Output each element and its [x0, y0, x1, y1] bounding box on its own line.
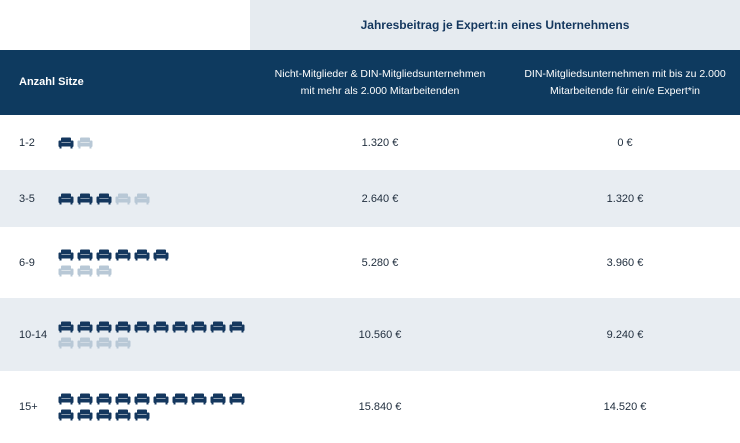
seats-range: 10-14 — [19, 328, 48, 341]
header-non-members-line-2: mit mehr als 2.000 Mitarbeitenden — [300, 84, 460, 97]
header-non-members: Nicht-Mitglieder & DIN-Mitgliedsunterneh… — [250, 66, 510, 100]
armchair-icon — [115, 193, 131, 204]
armchair-icon — [58, 337, 74, 348]
armchair-icon — [210, 393, 226, 405]
seat-icon-line — [58, 265, 250, 277]
header-non-members-line-1: Nicht-Mitglieder & DIN-Mitgliedsunterneh… — [274, 67, 486, 80]
armchair-icon — [77, 249, 93, 260]
armchair-icon — [172, 321, 188, 332]
armchair-icon — [134, 193, 150, 204]
table-row: 6-9 5.280 € 3.960 € — [0, 227, 740, 298]
armchair-icon — [115, 249, 131, 260]
seat-icon-line — [58, 337, 250, 349]
seats-range: 15+ — [19, 401, 38, 413]
armchair-icon — [229, 321, 245, 332]
price-non-members: 2.640 € — [361, 192, 399, 205]
armchair-icon — [58, 393, 74, 405]
price-small-members: 3.960 € — [606, 256, 644, 269]
armchair-icon — [96, 393, 112, 405]
seat-icons — [58, 321, 250, 349]
header-seats: Anzahl Sitze — [19, 76, 84, 88]
armchair-icon — [58, 249, 74, 260]
armchair-icon — [96, 193, 112, 204]
armchair-icon — [115, 321, 131, 332]
price-small-members: 14.520 € — [603, 401, 647, 413]
seat-icons — [58, 137, 250, 149]
price-non-members: 10.560 € — [358, 328, 402, 341]
price-small-members: 1.320 € — [606, 192, 644, 205]
table-row: 15+ 15.840 € 14.520 € — [0, 371, 740, 443]
seats-range: 1-2 — [19, 136, 35, 149]
table-row: 1-2 1.320 € 0 € — [0, 115, 740, 170]
armchair-icon — [96, 409, 112, 421]
seat-icon-line — [58, 193, 250, 205]
seat-icon-line — [58, 409, 250, 421]
armchair-icon — [153, 321, 169, 332]
table-header-row: Anzahl Sitze Nicht-Mitglieder & DIN-Mitg… — [0, 50, 740, 115]
seat-icons — [58, 249, 250, 277]
armchair-icon — [77, 265, 93, 276]
armchair-icon — [134, 321, 150, 332]
armchair-icon — [229, 393, 245, 405]
price-non-members: 1.320 € — [361, 136, 399, 149]
super-header-title: Jahresbeitrag je Expert:in eines Unterne… — [250, 0, 740, 50]
armchair-icon — [77, 193, 93, 204]
seat-icon-line — [58, 137, 250, 149]
armchair-icon — [77, 337, 93, 348]
armchair-icon — [77, 409, 93, 421]
price-non-members: 15.840 € — [358, 401, 402, 413]
seat-icon-line — [58, 393, 250, 405]
armchair-icon — [77, 137, 93, 148]
header-small-members: DIN-Mitgliedsunternehmen mit bis zu 2.00… — [510, 66, 740, 100]
armchair-icon — [134, 393, 150, 405]
seat-icons — [58, 193, 250, 205]
price-non-members: 5.280 € — [361, 256, 399, 269]
seat-icon-line — [58, 249, 250, 261]
armchair-icon — [153, 393, 169, 405]
armchair-icon — [96, 337, 112, 348]
table-row: 10-14 10.560 € 9.240 € — [0, 298, 740, 371]
seat-icon-line — [58, 321, 250, 333]
armchair-icon — [153, 249, 169, 260]
super-header-spacer — [0, 0, 250, 50]
armchair-icon — [115, 337, 131, 348]
armchair-icon — [96, 265, 112, 276]
armchair-icon — [96, 321, 112, 332]
seats-range: 3-5 — [19, 192, 35, 205]
seat-icons — [58, 393, 250, 421]
table-row: 3-5 2.640 € 1.320 € — [0, 170, 740, 227]
armchair-icon — [58, 137, 74, 148]
armchair-icon — [96, 249, 112, 260]
armchair-icon — [58, 409, 74, 421]
header-small-members-line-1: DIN-Mitgliedsunternehmen mit bis zu 2.00… — [524, 67, 726, 80]
header-small-members-line-2: Mitarbeitende für ein/e Expert*in — [550, 84, 700, 97]
armchair-icon — [172, 393, 188, 405]
armchair-icon — [134, 249, 150, 260]
armchair-icon — [58, 193, 74, 204]
armchair-icon — [58, 321, 74, 332]
table-super-header: Jahresbeitrag je Expert:in eines Unterne… — [0, 0, 740, 50]
armchair-icon — [115, 409, 131, 421]
armchair-icon — [58, 265, 74, 276]
price-small-members: 9.240 € — [606, 328, 644, 341]
armchair-icon — [191, 393, 207, 405]
armchair-icon — [115, 393, 131, 405]
price-small-members: 0 € — [617, 136, 633, 149]
armchair-icon — [77, 321, 93, 332]
armchair-icon — [134, 409, 150, 421]
seats-range: 6-9 — [19, 256, 35, 269]
armchair-icon — [210, 321, 226, 332]
armchair-icon — [77, 393, 93, 405]
armchair-icon — [191, 321, 207, 332]
